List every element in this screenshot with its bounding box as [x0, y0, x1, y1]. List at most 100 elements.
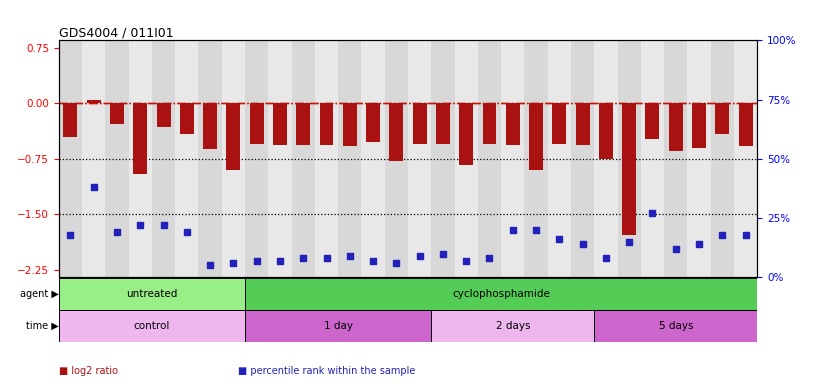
Bar	[82, 40, 105, 277]
Point	[157, 222, 170, 228]
Bar	[86, 100, 100, 103]
Text: 1 day: 1 day	[324, 321, 353, 331]
Bar	[226, 103, 241, 170]
Text: GDS4004 / 011I01: GDS4004 / 011I01	[59, 26, 173, 39]
Point	[506, 227, 519, 233]
Point	[646, 210, 659, 216]
Bar	[273, 103, 287, 145]
Bar	[268, 40, 291, 277]
Bar	[152, 40, 175, 277]
Point	[273, 258, 286, 264]
Bar	[599, 103, 613, 159]
Text: time ▶: time ▶	[26, 321, 59, 331]
Bar	[366, 103, 380, 142]
Bar	[320, 103, 334, 146]
Bar	[623, 103, 636, 235]
Bar	[59, 40, 82, 277]
Point	[64, 232, 77, 238]
Point	[600, 255, 613, 262]
Point	[344, 253, 357, 259]
Bar	[245, 310, 432, 342]
Bar	[459, 103, 473, 165]
Point	[87, 184, 100, 190]
Bar	[59, 310, 245, 342]
Bar	[687, 40, 711, 277]
Bar	[552, 103, 566, 144]
Bar	[455, 40, 478, 277]
Bar	[478, 40, 501, 277]
Bar	[669, 103, 683, 151]
Bar	[594, 40, 618, 277]
Bar	[59, 278, 245, 310]
Bar	[222, 40, 245, 277]
Bar	[525, 40, 548, 277]
Point	[437, 250, 450, 257]
Point	[483, 255, 496, 262]
Bar	[413, 103, 427, 144]
Point	[552, 236, 565, 242]
Bar	[716, 103, 730, 134]
Bar	[338, 40, 361, 277]
Text: control: control	[134, 321, 170, 331]
Text: cyclophosphamide: cyclophosphamide	[452, 289, 550, 299]
Bar	[645, 103, 659, 139]
Text: ■ percentile rank within the sample: ■ percentile rank within the sample	[238, 366, 415, 376]
Bar	[436, 103, 450, 144]
Bar	[711, 40, 734, 277]
Bar	[738, 103, 752, 146]
Text: 2 days: 2 days	[495, 321, 530, 331]
Bar	[575, 103, 590, 145]
Bar	[618, 40, 641, 277]
Point	[530, 227, 543, 233]
Bar	[734, 40, 757, 277]
Bar	[641, 40, 664, 277]
Point	[739, 232, 752, 238]
Point	[390, 260, 403, 266]
Point	[251, 258, 264, 264]
Text: ■ log2 ratio: ■ log2 ratio	[59, 366, 118, 376]
Bar	[198, 40, 222, 277]
Bar	[250, 103, 264, 144]
Bar	[384, 40, 408, 277]
Point	[110, 229, 123, 235]
Bar	[315, 40, 338, 277]
Point	[693, 241, 706, 247]
Point	[134, 222, 147, 228]
Bar	[432, 40, 455, 277]
Bar	[408, 40, 432, 277]
Point	[297, 255, 310, 262]
Bar	[361, 40, 384, 277]
Bar	[692, 103, 706, 148]
Bar	[594, 310, 757, 342]
Text: untreated: untreated	[126, 289, 178, 299]
Bar	[548, 40, 571, 277]
Point	[203, 262, 216, 268]
Bar	[482, 103, 496, 144]
Point	[413, 253, 426, 259]
Bar	[291, 40, 315, 277]
Bar	[571, 40, 594, 277]
Point	[716, 232, 729, 238]
Text: agent ▶: agent ▶	[20, 289, 59, 299]
Bar	[296, 103, 310, 145]
Bar	[389, 103, 403, 161]
Point	[180, 229, 193, 235]
Bar	[506, 103, 520, 145]
Bar	[245, 278, 757, 310]
Bar	[432, 310, 594, 342]
Bar	[180, 103, 193, 134]
Text: 5 days: 5 days	[659, 321, 693, 331]
Bar	[133, 103, 147, 174]
Bar	[529, 103, 543, 170]
Bar	[501, 40, 525, 277]
Bar	[110, 103, 124, 124]
Point	[227, 260, 240, 266]
Bar	[105, 40, 129, 277]
Bar	[129, 40, 152, 277]
Point	[576, 241, 589, 247]
Bar	[664, 40, 687, 277]
Bar	[245, 40, 268, 277]
Point	[623, 238, 636, 245]
Bar	[343, 103, 357, 146]
Bar	[157, 103, 171, 127]
